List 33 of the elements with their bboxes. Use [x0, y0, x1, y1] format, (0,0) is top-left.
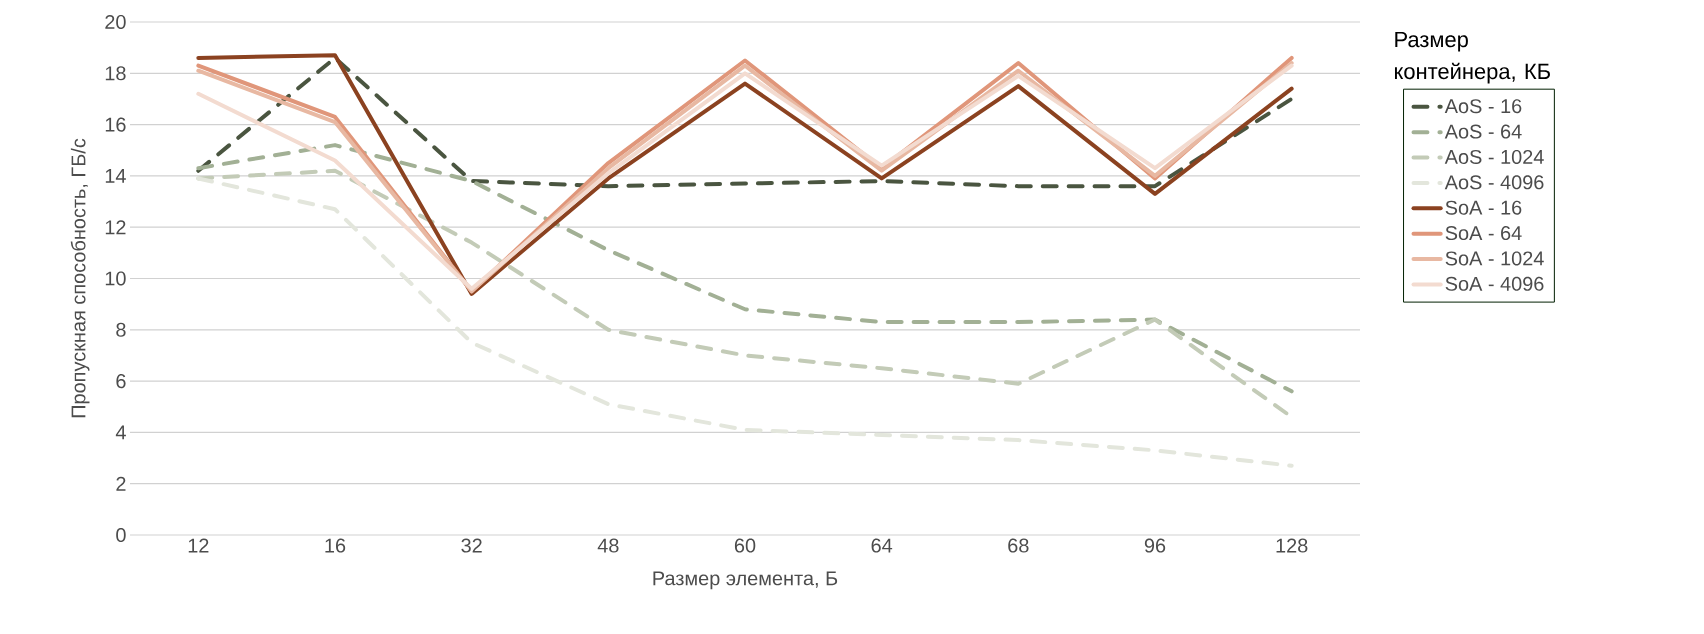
y-tick-label: 20	[105, 14, 126, 30]
y-axis-title: Пропускная способность, ГБ/с	[70, 138, 90, 418]
legend-label: SoA - 16	[1445, 200, 1522, 215]
x-tick-label: 60	[734, 538, 756, 553]
x-tick-label: 16	[325, 538, 346, 553]
x-axis-title: Размер элемента, Б	[653, 571, 838, 590]
legend-label: SoA - 1024	[1445, 251, 1544, 266]
x-tick-label: 68	[1008, 538, 1029, 553]
legend-label: AoS - 16	[1444, 99, 1522, 114]
legend-label: SoA - 64	[1445, 226, 1522, 241]
line-series	[196, 143, 1294, 394]
y-tick-label: 10	[105, 271, 126, 286]
legend-label: SoA - 4096	[1445, 276, 1544, 291]
y-tick-label: 18	[105, 66, 126, 81]
x-tick-label: 96	[1144, 538, 1166, 553]
legend-title: Размер контейнера, КБ	[1395, 31, 1550, 84]
y-tick-label: 0	[116, 527, 126, 543]
y-tick-label: 4	[115, 425, 126, 440]
x-tick-label: 64	[871, 538, 893, 553]
y-tick-label: 2	[116, 476, 126, 491]
legend-label: AoS - 4096	[1444, 175, 1544, 190]
y-tick-label: 14	[105, 169, 126, 183]
legend-label: AoS - 64	[1444, 124, 1522, 139]
line-series	[196, 176, 1294, 468]
y-tick-label: 8	[116, 322, 126, 337]
y-tick-label: 12	[105, 220, 126, 235]
x-tick-label: 32	[461, 538, 482, 553]
x-tick-label: 12	[188, 538, 209, 553]
legend-label: AoS - 1024	[1444, 149, 1544, 164]
y-tick-label: 16	[105, 117, 126, 132]
x-tick-label: 48	[597, 538, 619, 553]
y-tick-label: 6	[116, 374, 126, 389]
x-tick-label: 128	[1276, 538, 1308, 553]
